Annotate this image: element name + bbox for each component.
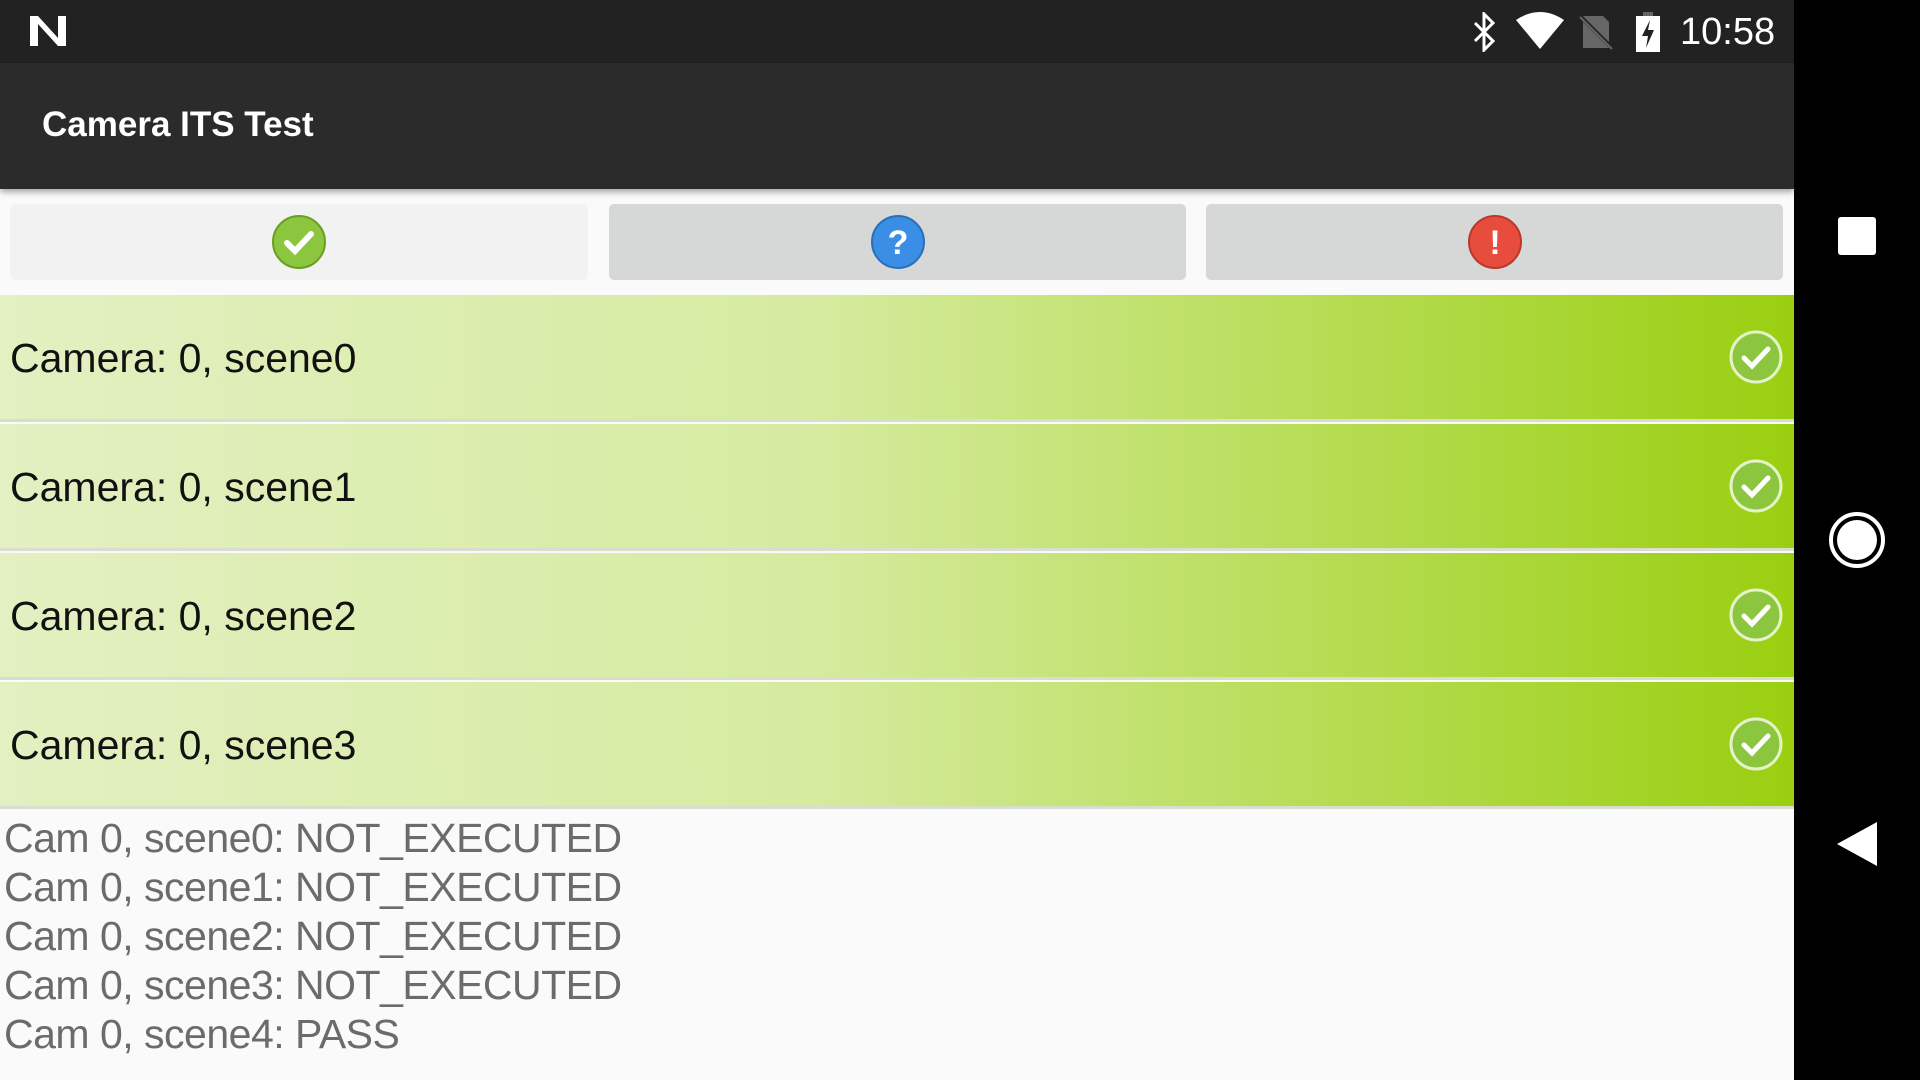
no-sim-icon — [1578, 14, 1614, 50]
log-line: Cam 0, scene4: PASS — [4, 1011, 400, 1057]
tab-pass[interactable] — [10, 204, 588, 280]
navigation-bar — [1794, 0, 1920, 1080]
scene-label: Camera: 0, scene3 — [10, 722, 357, 768]
wifi-icon — [1516, 12, 1564, 49]
home-icon — [1829, 512, 1885, 568]
check-icon — [1729, 459, 1783, 513]
app-bar: Camera ITS Test — [0, 63, 1794, 189]
tab-fail[interactable]: ! — [1206, 204, 1783, 280]
pass-check-icon — [272, 215, 326, 269]
clock: 10:58 — [1680, 11, 1776, 53]
recents-icon — [1838, 217, 1876, 255]
fail-exclamation-icon: ! — [1467, 215, 1522, 269]
home-button[interactable] — [1824, 507, 1890, 573]
tab-not-executed[interactable]: ? — [609, 204, 1186, 280]
battery-charging-icon — [1636, 12, 1660, 52]
back-button[interactable] — [1824, 811, 1890, 877]
svg-text:?: ? — [887, 224, 908, 262]
scene-label: Camera: 0, scene0 — [10, 335, 357, 381]
question-icon: ? — [870, 215, 925, 269]
check-icon — [1729, 588, 1783, 642]
scene-label: Camera: 0, scene1 — [10, 464, 357, 510]
list-item[interactable]: Camera: 0, scene0 — [0, 295, 1794, 422]
list-item[interactable]: Camera: 0, scene2 — [0, 553, 1794, 680]
log-line: Cam 0, scene2: NOT_EXECUTED — [4, 913, 622, 959]
log-line: Cam 0, scene1: NOT_EXECUTED — [4, 864, 622, 910]
scene-label: Camera: 0, scene2 — [10, 593, 357, 639]
check-icon — [1729, 717, 1783, 771]
page-title: Camera ITS Test — [42, 105, 314, 144]
status-bar: 10:58 — [0, 0, 1794, 63]
recents-button[interactable] — [1824, 203, 1890, 269]
main-content: ? ! Camera: 0, scene0 Camera: 0, scene1 … — [0, 189, 1794, 1080]
n-logo-icon — [30, 16, 66, 46]
back-icon — [1837, 822, 1877, 866]
log-line: Cam 0, scene0: NOT_EXECUTED — [4, 815, 622, 861]
bluetooth-icon — [1473, 12, 1496, 52]
list-item[interactable]: Camera: 0, scene1 — [0, 424, 1794, 551]
result-log: Cam 0, scene0: NOT_EXECUTED Cam 0, scene… — [4, 814, 622, 1059]
list-item[interactable]: Camera: 0, scene3 — [0, 682, 1794, 809]
log-line: Cam 0, scene3: NOT_EXECUTED — [4, 962, 622, 1008]
check-icon — [1729, 330, 1783, 384]
svg-text:!: ! — [1489, 224, 1500, 262]
